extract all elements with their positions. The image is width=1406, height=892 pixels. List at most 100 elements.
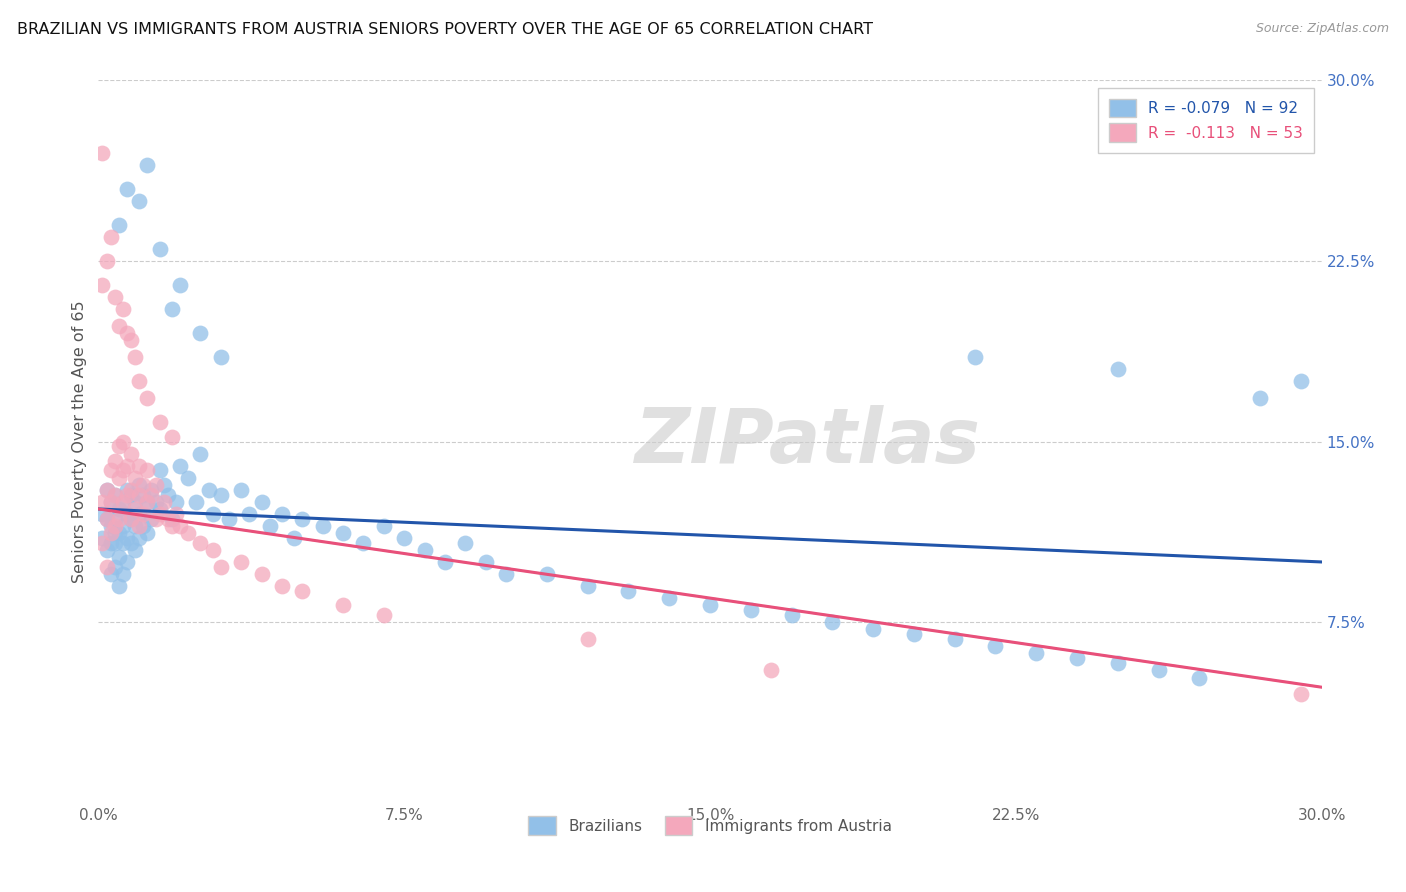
Point (128, 478, 150, 492)
Point (250, 567, 273, 582)
Legend: Brazilians, Immigrants from Austria: Brazilians, Immigrants from Austria (517, 805, 903, 846)
Point (96, 483, 118, 497)
Point (128, 194, 150, 208)
Point (100, 567, 122, 582)
Point (1025, 647, 1047, 661)
Point (91, 531, 114, 545)
Point (373, 607, 395, 622)
Point (270, 579, 294, 593)
Point (149, 463, 172, 477)
Point (91, 507, 114, 521)
Point (91, 277, 114, 292)
Point (576, 632, 599, 646)
Point (132, 487, 155, 501)
Point (149, 415, 172, 429)
Point (120, 483, 142, 497)
Point (100, 494, 122, 508)
Point (145, 511, 167, 525)
Point (474, 555, 498, 569)
Point (136, 494, 159, 508)
Point (250, 494, 273, 508)
Point (115, 487, 138, 501)
Point (104, 487, 127, 501)
Point (201, 507, 224, 521)
Point (108, 318, 131, 333)
Point (108, 579, 131, 593)
Point (128, 374, 150, 388)
Point (100, 526, 122, 541)
Point (197, 483, 219, 497)
Point (169, 277, 191, 292)
Text: ZIPatlas: ZIPatlas (636, 405, 981, 478)
Point (124, 542, 146, 557)
Y-axis label: Seniors Poverty Over the Age of 65: Seniors Poverty Over the Age of 65 (72, 301, 87, 582)
Point (111, 434, 134, 449)
Point (141, 483, 163, 497)
Point (120, 446, 142, 460)
Point (149, 502, 172, 516)
Point (128, 458, 150, 473)
Point (312, 518, 335, 533)
Point (115, 555, 138, 569)
Point (373, 518, 395, 533)
Point (1107, 362, 1129, 376)
Point (100, 518, 122, 533)
Point (124, 350, 146, 364)
Point (128, 518, 150, 533)
Point (392, 531, 416, 545)
Point (658, 591, 681, 605)
Point (291, 511, 314, 525)
Point (821, 615, 844, 630)
Point (160, 301, 183, 317)
Point (100, 463, 122, 477)
Point (108, 439, 131, 453)
Point (104, 454, 127, 468)
Point (169, 458, 191, 473)
Point (145, 478, 167, 492)
Point (169, 518, 191, 533)
Point (352, 535, 374, 549)
Point (434, 555, 457, 569)
Point (177, 470, 200, 484)
Point (780, 607, 803, 622)
Point (984, 639, 1007, 653)
Point (576, 579, 599, 593)
Point (124, 494, 146, 508)
Point (108, 526, 131, 541)
Point (165, 507, 187, 521)
Point (238, 507, 260, 521)
Point (104, 559, 127, 574)
Text: BRAZILIAN VS IMMIGRANTS FROM AUSTRIA SENIORS POVERTY OVER THE AGE OF 65 CORRELAT: BRAZILIAN VS IMMIGRANTS FROM AUSTRIA SEN… (17, 22, 873, 37)
Point (120, 535, 142, 549)
Point (111, 301, 134, 317)
Point (149, 242, 172, 256)
Point (96, 253, 118, 268)
Point (740, 603, 762, 617)
Point (231, 555, 253, 569)
Point (156, 511, 179, 525)
Point (120, 487, 142, 501)
Point (152, 478, 174, 492)
Point (160, 518, 183, 533)
Point (124, 518, 146, 533)
Point (128, 487, 150, 501)
Point (1291, 687, 1313, 701)
Point (188, 446, 212, 460)
Point (141, 511, 163, 525)
Point (128, 531, 150, 545)
Point (209, 559, 232, 574)
Point (413, 542, 436, 557)
Point (96, 511, 118, 525)
Point (160, 430, 183, 444)
Point (108, 550, 131, 565)
Point (188, 326, 212, 340)
Point (965, 350, 987, 364)
Point (104, 290, 127, 304)
Point (115, 326, 138, 340)
Point (115, 483, 138, 497)
Point (617, 583, 640, 598)
Point (120, 334, 142, 348)
Point (124, 502, 146, 516)
Point (108, 470, 131, 484)
Point (111, 567, 134, 582)
